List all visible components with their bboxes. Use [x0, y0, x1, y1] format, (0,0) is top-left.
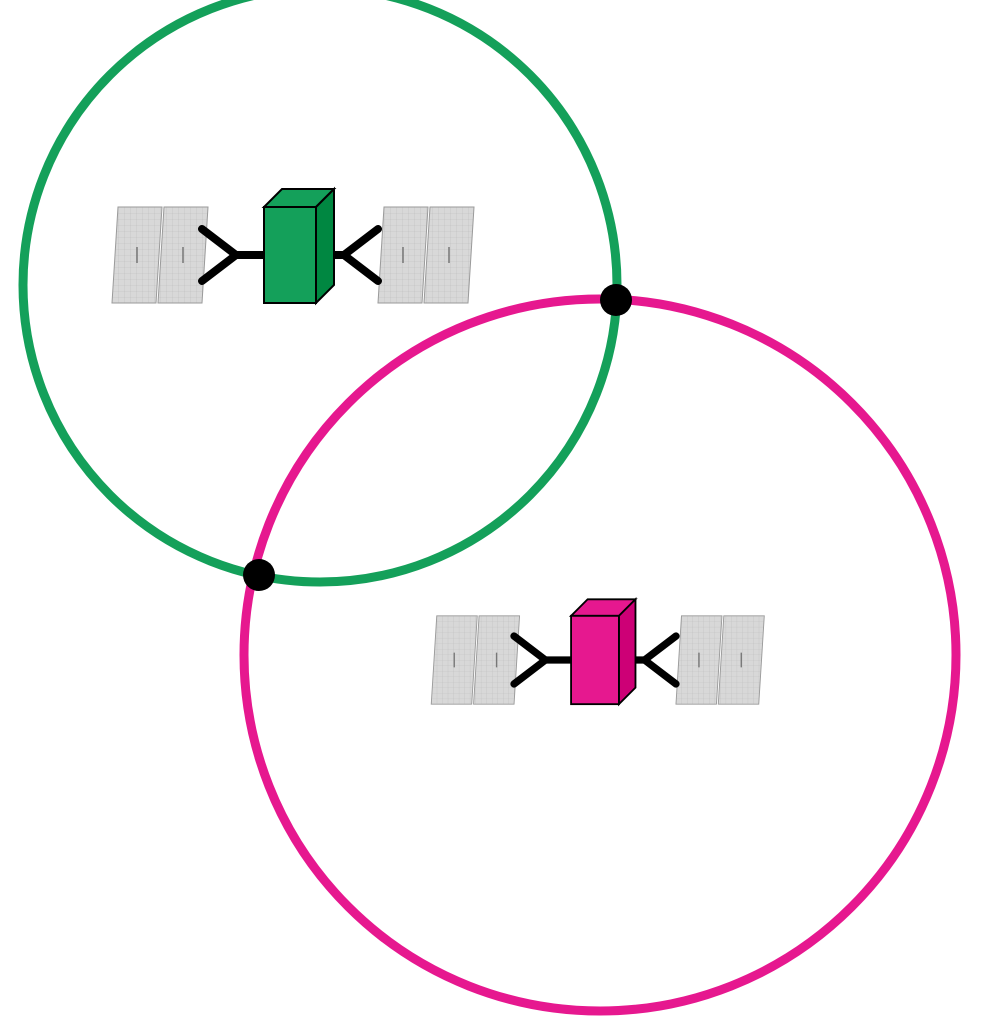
satellite-green-arm-left — [202, 229, 264, 281]
intersection-point-top-right — [600, 284, 632, 316]
satellite-pink-arm-left — [514, 636, 571, 684]
satellite-green — [112, 189, 474, 303]
satellite-pink-panel-right — [676, 616, 764, 704]
satellite-pink-body-icon — [571, 599, 635, 704]
satellite-green-panel-left — [112, 207, 208, 303]
satellite-pink-panel-left — [431, 616, 519, 704]
intersection-point-bottom-left — [243, 559, 275, 591]
satellite-green-panel-right — [378, 207, 474, 303]
satellite-pink — [431, 599, 764, 704]
satellite-green-body-icon — [264, 189, 334, 303]
